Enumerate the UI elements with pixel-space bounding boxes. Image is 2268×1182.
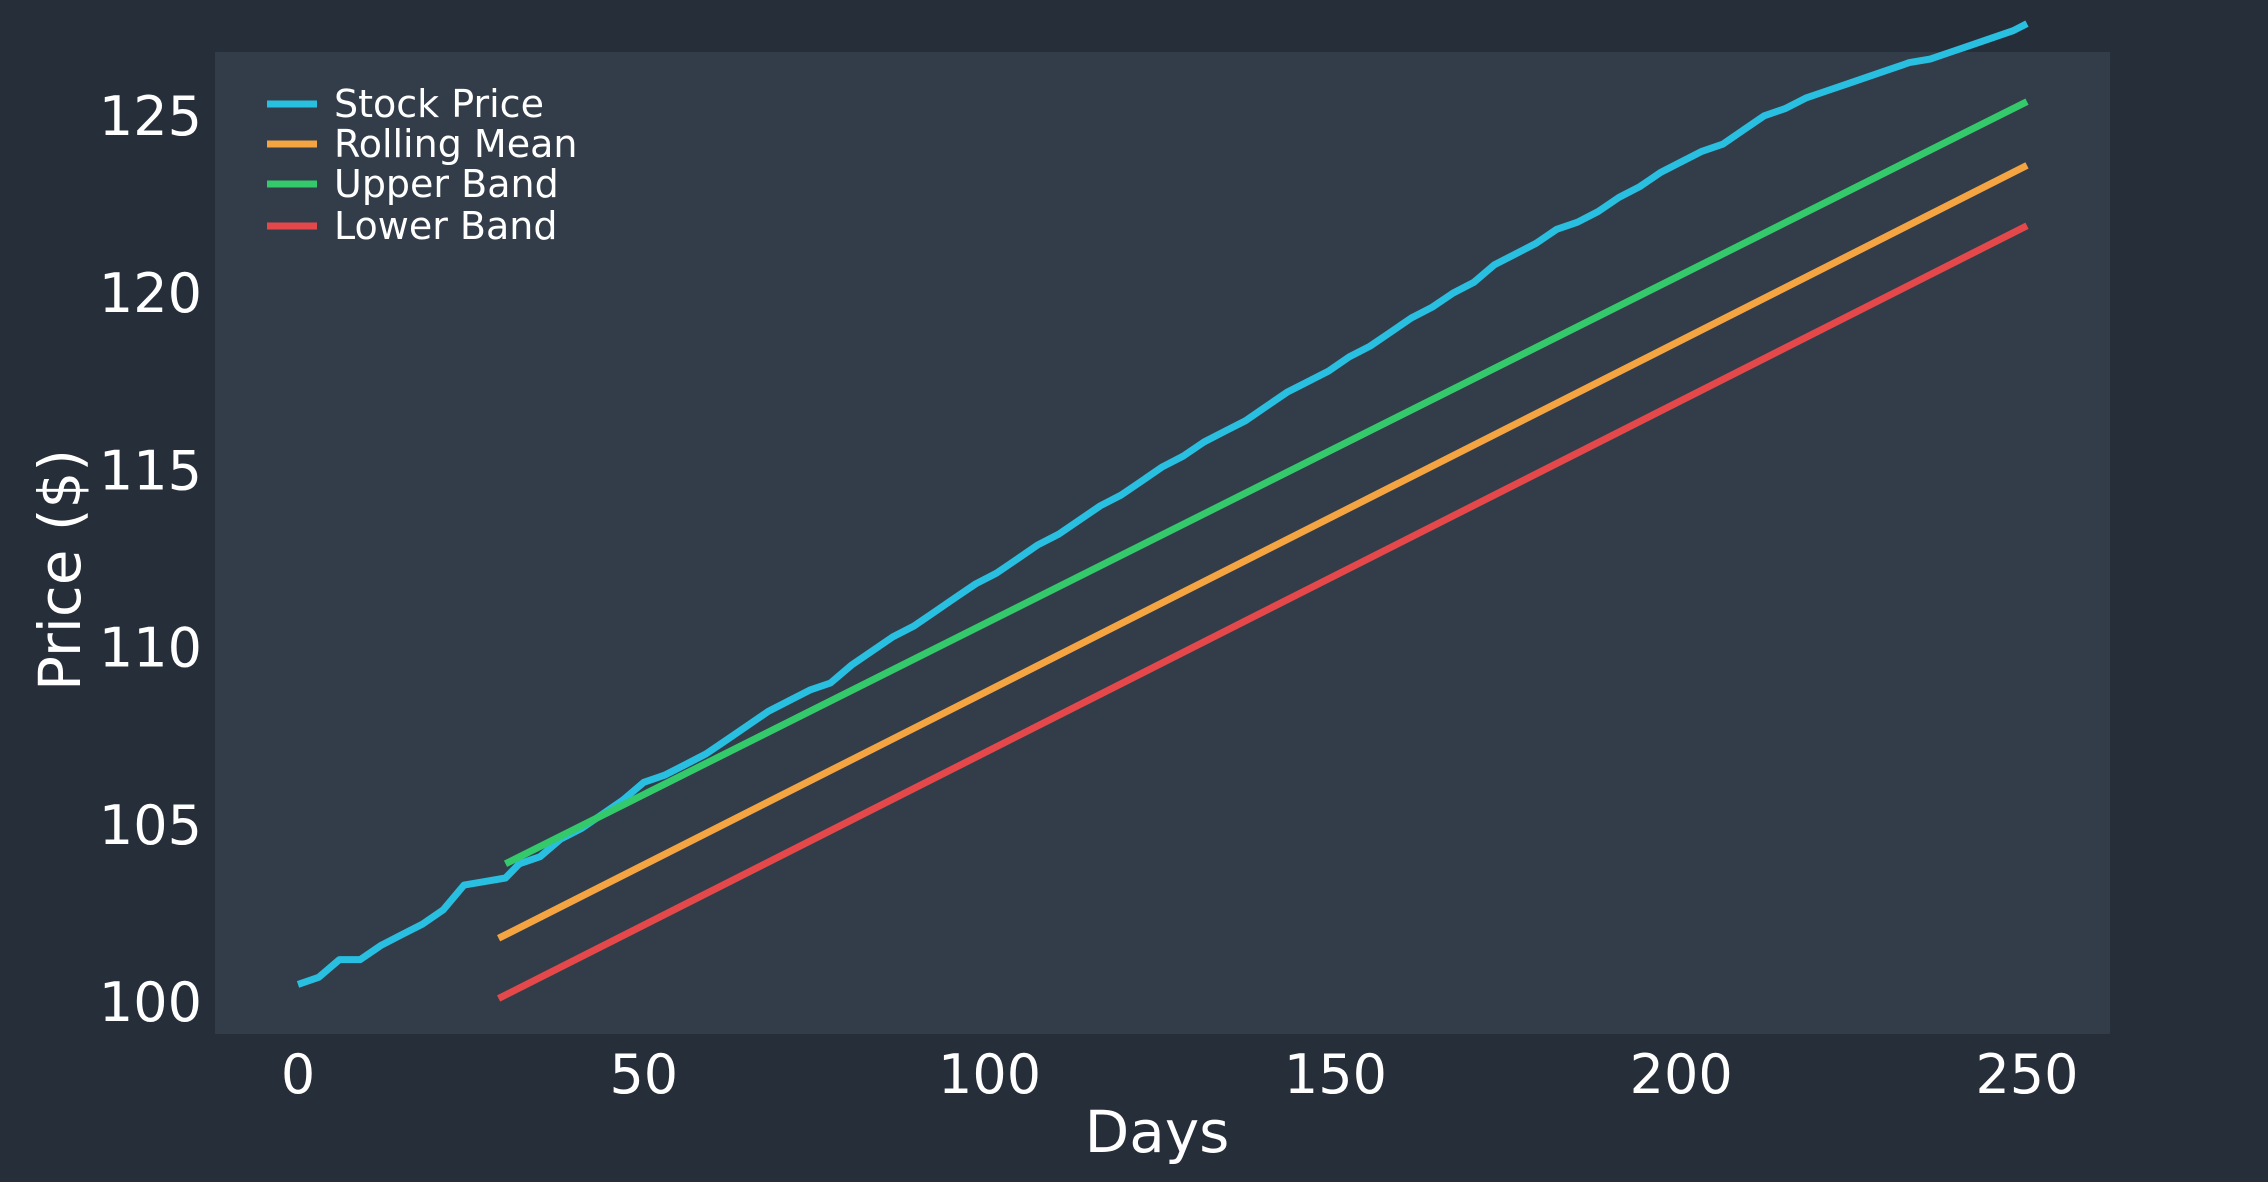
- y-tick-label: 125: [99, 85, 202, 148]
- y-axis-ticks: 100 105 110 115 120 125: [99, 85, 202, 1034]
- series-line-lower-band: [497, 222, 2029, 1002]
- legend-label: Stock Price: [334, 82, 544, 126]
- x-tick-label: 250: [1975, 1043, 2078, 1106]
- legend-label: Lower Band: [334, 204, 557, 248]
- legend-label: Upper Band: [334, 162, 559, 206]
- series-line-rolling-mean: [497, 162, 2029, 942]
- y-tick-label: 120: [99, 262, 202, 325]
- y-axis-label: Price ($): [26, 449, 94, 691]
- y-tick-label: 105: [99, 794, 202, 857]
- x-tick-label: 150: [1284, 1043, 1387, 1106]
- x-tick-label: 100: [938, 1043, 1041, 1106]
- series-layer: [296, 20, 2029, 1002]
- x-tick-label: 0: [281, 1043, 315, 1106]
- x-axis-label: Days: [1085, 1098, 1230, 1166]
- x-tick-label: 200: [1630, 1043, 1733, 1106]
- series-line-upper-band: [503, 98, 2029, 867]
- x-tick-label: 50: [609, 1043, 678, 1106]
- y-tick-label: 115: [99, 439, 202, 502]
- y-tick-label: 110: [99, 617, 202, 680]
- legend-label: Rolling Mean: [334, 122, 577, 166]
- x-axis-ticks: 0 50 100 150 200 250: [281, 1043, 2079, 1106]
- y-tick-label: 100: [99, 971, 202, 1034]
